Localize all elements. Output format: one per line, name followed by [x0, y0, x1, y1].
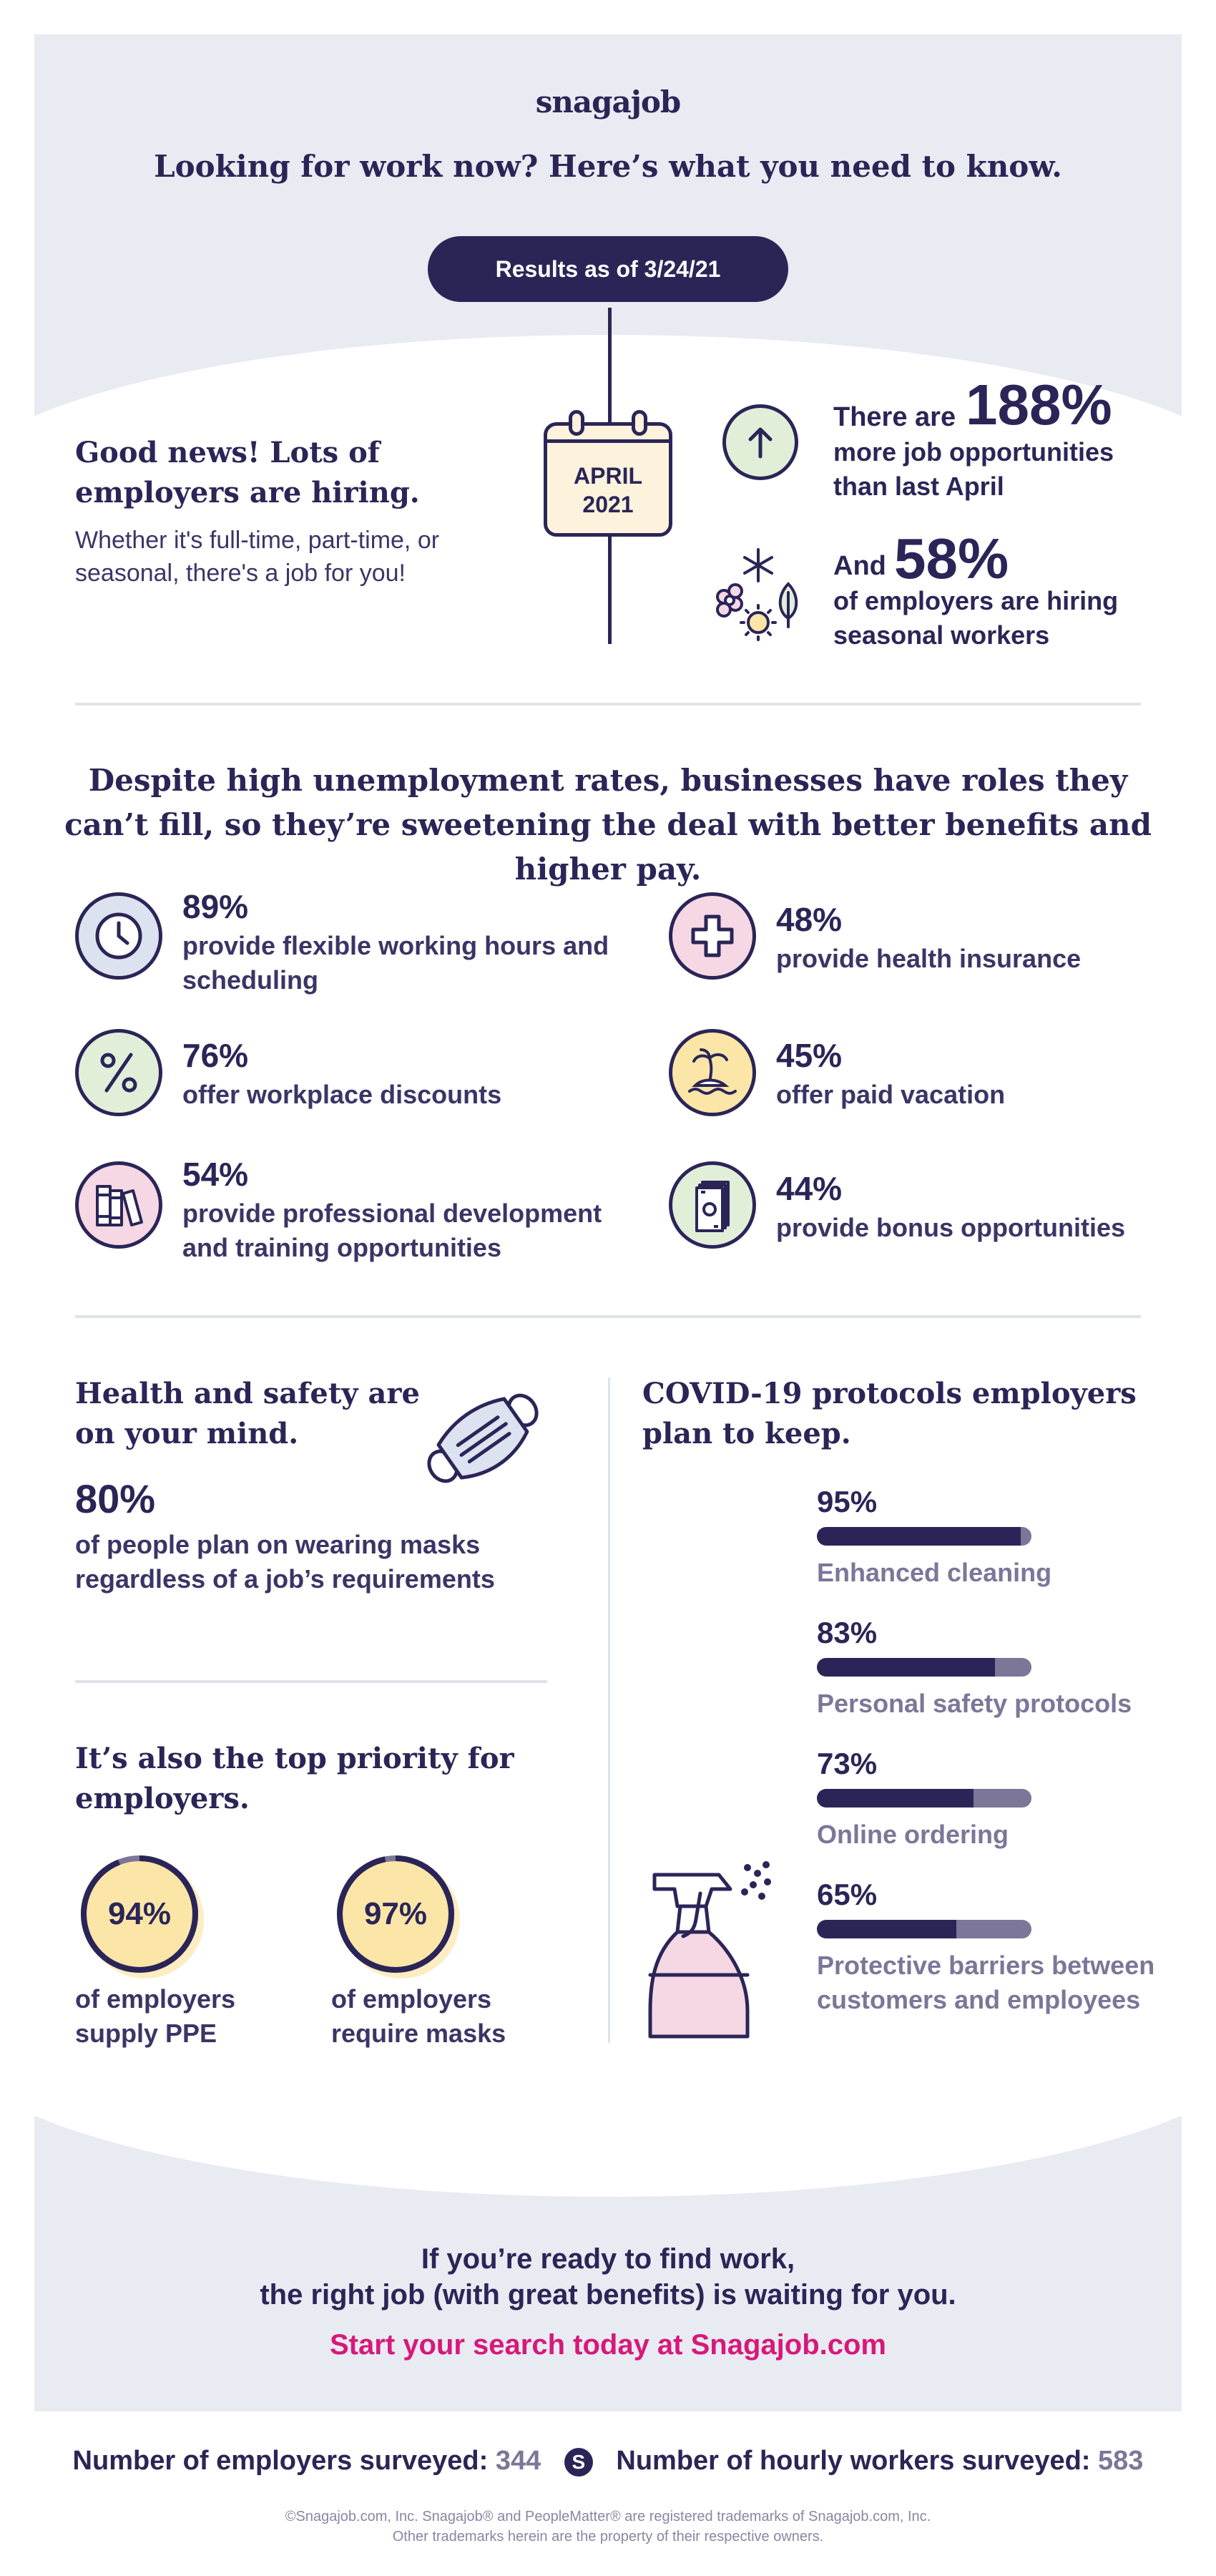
results-date-label: Results as of 3/24/21 — [495, 255, 721, 282]
seasonal-stat-description: of employers are hiring seasonal workers — [833, 586, 1119, 650]
footer-message-line1: If you’re ready to find work, — [421, 2243, 795, 2275]
snagajob-s-icon: S — [564, 2447, 593, 2477]
books-icon — [75, 1161, 162, 1249]
bar-label: Protective barriers between customers an… — [817, 1951, 1155, 2014]
ppe-ring-chart: 94% — [75, 1850, 204, 1979]
calendar-ring — [569, 410, 584, 436]
masks-ring-chart: 97% — [331, 1850, 460, 1979]
page-title: Looking for work now? Here’s what you ne… — [154, 149, 1062, 184]
column-divider — [608, 1377, 610, 2043]
calendar-month: APRIL — [574, 463, 642, 489]
priority-heading: It’s also the top priority for employers… — [75, 1742, 514, 1815]
bar-label: Online ordering — [817, 1820, 1009, 1849]
job-stat-description: more job opportunities than last April — [833, 437, 1114, 501]
calendar-header-band — [547, 426, 669, 443]
seasons-icon — [708, 544, 808, 644]
health-safety-heading: Health and safety are on your mind. — [75, 1377, 420, 1450]
cash-icon — [669, 1161, 756, 1249]
benefit-description: offer paid vacation — [776, 1080, 1006, 1109]
benefit-value: 48% — [776, 901, 843, 938]
benefit-value: 76% — [182, 1037, 249, 1074]
section-divider — [75, 1315, 1141, 1318]
benefit-value: 89% — [182, 888, 249, 925]
arrow-up-icon — [722, 404, 798, 480]
bar-value: 95% — [817, 1485, 878, 1518]
calendar-year: 2021 — [582, 492, 634, 517]
calendar-ring — [632, 410, 647, 436]
good-news-body: Whether it's full-time, part-time, or se… — [75, 527, 440, 587]
snagajob-logo[interactable]: snagajob — [535, 84, 682, 119]
ring-value: 97% — [363, 1896, 428, 1931]
benefit-description: provide bonus opportunities — [776, 1213, 1125, 1242]
bar-fill — [817, 1658, 995, 1677]
bar-value: 73% — [817, 1747, 878, 1780]
benefit-value: 44% — [776, 1170, 843, 1207]
medical-cross-icon — [669, 892, 756, 980]
seasonal-stat-value: 58% — [894, 527, 1009, 590]
bar-fill — [817, 1920, 956, 1938]
legal-trademark-line: ©Snagajob.com, Inc. Snagajob® and People… — [285, 2509, 931, 2524]
benefit-description: provide professional development and tra… — [182, 1199, 602, 1262]
mask-stat-description: of people plan on wearing masks regardle… — [75, 1530, 495, 1594]
ring-description: of employers require masks — [331, 1984, 506, 2048]
benefit-description: offer workplace discounts — [182, 1080, 502, 1109]
face-mask-icon — [418, 1374, 547, 1503]
percent-icon — [75, 1029, 162, 1116]
footer-message-line2: the right job (with great benefits) is w… — [260, 2279, 956, 2311]
ring-progress — [337, 1855, 454, 1973]
snagajob-cta-link[interactable]: Start your search today at Snagajob.com — [330, 2329, 886, 2361]
bar-track — [817, 1920, 1031, 1938]
job-stat-value: 188% — [966, 373, 1112, 436]
employers-surveyed-count: 344 — [495, 2446, 541, 2476]
mask-stat-value: 80% — [75, 1476, 156, 1521]
survey-counts: Number of employers surveyed: 344 S Numb… — [0, 2446, 1216, 2477]
legal-trademark-line: Other trademarks herein are the property… — [392, 2529, 824, 2545]
bar-track — [817, 1789, 1031, 1807]
ring-description: of employers supply PPE — [75, 1984, 236, 2048]
ring-value: 94% — [107, 1896, 172, 1931]
benefits-heading: Despite high unemployment rates, busines… — [64, 763, 1152, 887]
workers-surveyed-label: Number of hourly workers surveyed: — [616, 2446, 1091, 2476]
island-icon — [669, 1029, 756, 1116]
bar-label: Enhanced cleaning — [817, 1558, 1052, 1587]
benefit-description: provide health insurance — [776, 944, 1082, 973]
bar-fill — [817, 1789, 974, 1807]
bar-track — [817, 1527, 1031, 1546]
good-news-heading: Good news! Lots of employers are hiring. — [75, 436, 420, 509]
benefit-description: provide flexible working hours and sched… — [182, 931, 609, 995]
bar-value: 83% — [817, 1616, 878, 1649]
section-divider — [75, 1680, 547, 1683]
footer-background — [34, 2097, 1182, 2411]
spray-bottle-icon — [640, 1853, 783, 2046]
benefit-value: 54% — [182, 1156, 249, 1193]
covid-protocols-heading: COVID-19 protocols employers plan to kee… — [642, 1377, 1137, 1450]
bar-fill — [817, 1527, 1021, 1546]
results-date-badge: Results as of 3/24/21 — [428, 236, 788, 302]
seasonal-stat-prefix: And — [833, 551, 886, 581]
bar-track — [817, 1658, 1031, 1677]
footer-curve — [34, 2097, 1182, 2197]
clock-icon — [75, 892, 162, 980]
calendar-icon: APRIL 2021 — [544, 410, 672, 537]
ring-progress — [81, 1855, 198, 1973]
workers-surveyed-count: 583 — [1098, 2446, 1144, 2476]
employers-surveyed-label: Number of employers surveyed: — [72, 2446, 489, 2476]
section-divider — [75, 703, 1141, 706]
benefit-value: 45% — [776, 1037, 843, 1074]
bar-value: 65% — [817, 1878, 878, 1911]
job-stat-prefix: There are — [833, 402, 956, 432]
bar-label: Personal safety protocols — [817, 1689, 1132, 1718]
